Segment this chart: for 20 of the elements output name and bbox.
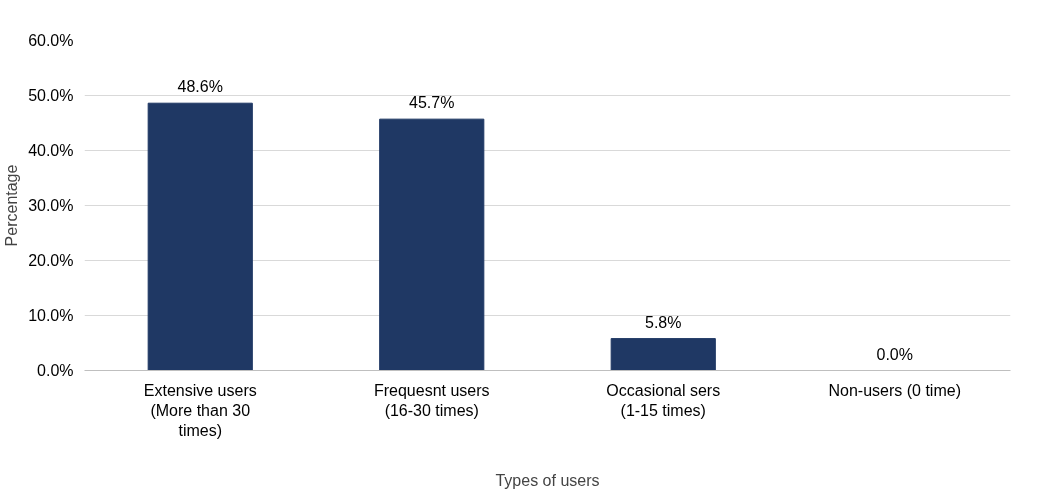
x-tick-label: Frequesnt users (16-30 times)	[373, 381, 490, 419]
x-axis-title: Types of users	[495, 472, 600, 490]
y-tick-label: 0.0%	[37, 362, 74, 379]
y-tick-label: 10.0%	[28, 307, 74, 324]
y-tick-label: 50.0%	[28, 87, 74, 104]
x-tick-label: Non-users (0 time)	[828, 381, 961, 399]
data-label: 5.8%	[645, 313, 682, 331]
data-label: 45.7%	[409, 94, 455, 112]
x-tick-label: Extensive users (More than 30 times)	[143, 381, 257, 440]
y-tick-label: 30.0%	[28, 197, 74, 214]
y-axis-title: Percentage	[3, 164, 21, 247]
bar	[379, 118, 485, 371]
y-tick-label: 40.0%	[28, 142, 74, 159]
bar	[610, 338, 716, 371]
y-tick-label: 20.0%	[28, 252, 74, 269]
x-tick-label: Occasional sers (1-15 times)	[606, 381, 721, 419]
data-label: 0.0%	[876, 345, 913, 363]
y-tick-label: 60.0%	[28, 32, 74, 49]
data-label: 48.6%	[177, 78, 223, 96]
bar	[147, 102, 253, 371]
